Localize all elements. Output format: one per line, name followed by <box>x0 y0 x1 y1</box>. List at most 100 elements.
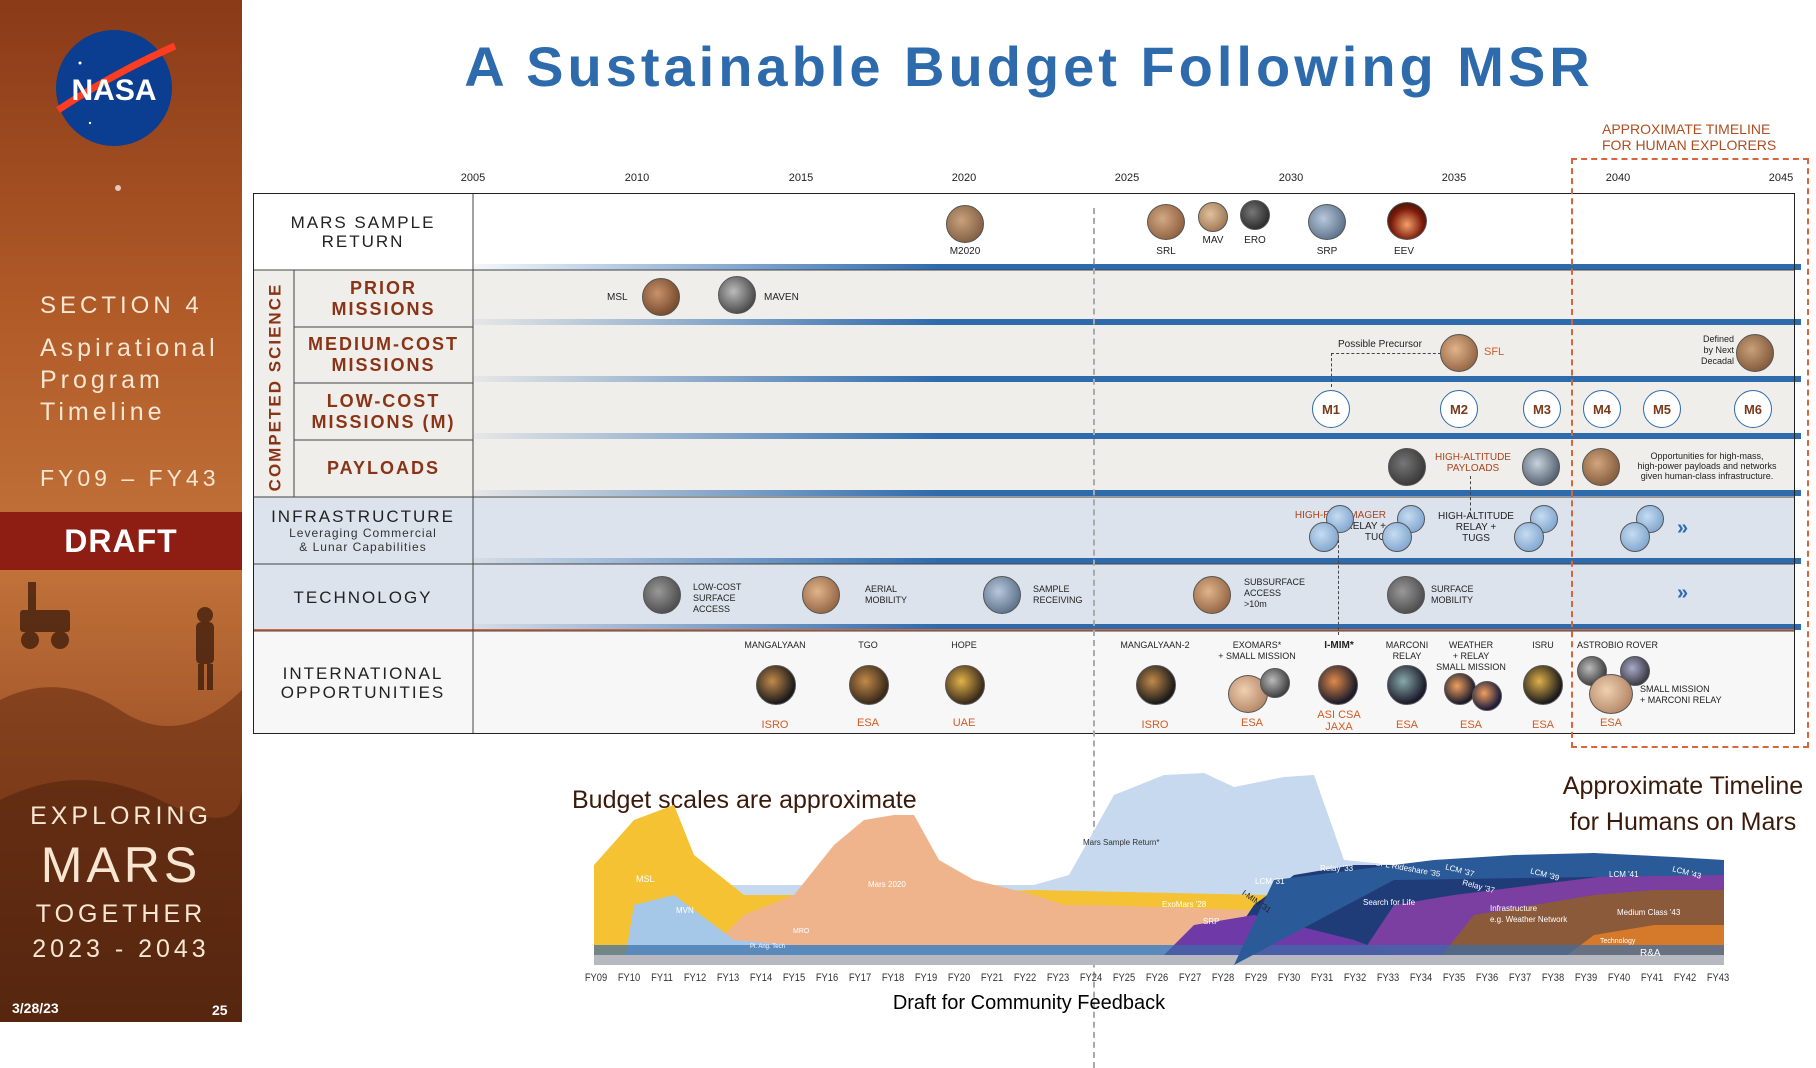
area-label: LCM '31 <box>1255 877 1285 886</box>
area-label: Search for Life <box>1363 898 1416 907</box>
timeline-bar <box>473 433 1801 439</box>
budget-area-chart <box>594 773 1724 965</box>
mission-caption: SRL <box>1156 246 1176 257</box>
timeline-bar <box>473 490 1801 496</box>
caption-line: + RELAY <box>1452 651 1490 661</box>
caption-line: HIGH-ALTITUDE <box>1435 452 1511 463</box>
caption-line: ASI CSA <box>1317 709 1361 721</box>
area-label: e.g. Weather Network <box>1490 915 1568 924</box>
defined-by-decadal: Defined by Next Decadal <box>1678 334 1734 367</box>
fy-label: FY43 <box>1706 972 1730 984</box>
section-divider <box>253 629 1795 631</box>
label-prior: PRIOR MISSIONS <box>294 270 473 327</box>
continues-chevron-icon: » <box>1677 517 1689 539</box>
small-mission-caption: SMALL MISSION + MARCONI RELAY <box>1640 684 1722 706</box>
label-sub: & Lunar Capabilities <box>299 540 427 554</box>
fy-label: FY35 <box>1442 972 1466 984</box>
label-medium: MEDIUM-COST MISSIONS <box>294 327 473 383</box>
fy-label: FY25 <box>1112 972 1136 984</box>
year-tick: 2045 <box>1768 172 1794 184</box>
area-label: Medium Class '43 <box>1617 908 1681 917</box>
helicopter-icon <box>802 576 840 614</box>
timeline-bar <box>473 264 1801 270</box>
precursor-link <box>1331 353 1441 354</box>
timeline-frame <box>253 193 1795 734</box>
year-tick: 2010 <box>624 172 650 184</box>
caption-line: RELAY + <box>1345 521 1387 532</box>
area-label: Technology <box>1600 938 1636 945</box>
fy-label: FY30 <box>1277 972 1301 984</box>
intl-org: ESA <box>1599 717 1623 729</box>
caption-line: WEATHER <box>1448 640 1494 650</box>
caption-line: >10m <box>1244 599 1267 609</box>
slide-date: 3/28/23 <box>12 1000 59 1016</box>
tech-caption: LOW-COST SURFACE ACCESS <box>693 582 741 615</box>
fy-label: FY39 <box>1574 972 1598 984</box>
caption-line: RELAY + <box>1455 522 1497 533</box>
high-altitude-payloads: HIGH-ALTITUDE PAYLOADS <box>1435 452 1511 474</box>
intl-mission-name: TGO <box>858 640 878 650</box>
tug-icon <box>1382 522 1412 552</box>
caption-line: Opportunities for high-mass, <box>1650 451 1764 461</box>
fy-label: FY18 <box>881 972 905 984</box>
precursor-link <box>1331 353 1332 387</box>
caption-line: SUBSURFACE <box>1244 577 1306 587</box>
fy-label: FY23 <box>1046 972 1070 984</box>
label-line: TECHNOLOGY <box>293 588 433 607</box>
nasa-wordmark: NASA <box>71 74 156 107</box>
fy-label: FY37 <box>1508 972 1532 984</box>
fy-label: FY24 <box>1079 972 1103 984</box>
caption-line: by Next <box>1703 345 1734 355</box>
note-line: for Humans on Mars <box>1569 808 1797 836</box>
label-line: MEDIUM-COST <box>308 334 459 354</box>
intl-mission-name: I-MIM* <box>1324 640 1354 651</box>
page-number: 25 <box>212 1002 228 1018</box>
payload-lander-icon <box>1582 448 1620 486</box>
caption-line: SURFACE <box>1431 584 1474 594</box>
intl-org: ISRO <box>1141 719 1169 731</box>
caption-line: high-power payloads and networks <box>1637 461 1777 471</box>
row-technology <box>253 564 1795 631</box>
year-tick: 2005 <box>460 172 486 184</box>
mav-rocket-icon <box>1198 202 1228 232</box>
intl-org: ESA <box>856 717 880 729</box>
fy-label: FY26 <box>1145 972 1169 984</box>
subtitle-line: Timeline <box>40 398 166 426</box>
mission-caption: SRP <box>1316 246 1338 257</box>
sidebar: NASA SECTION 4 Aspirational Program Time… <box>0 0 242 1022</box>
area-label: SRP <box>1203 917 1220 926</box>
year-tick: 2035 <box>1441 172 1467 184</box>
label-line: OPPORTUNITIES <box>280 682 446 702</box>
row-medium <box>253 327 1795 383</box>
area-label: Pl. Ang. Tech <box>750 944 785 950</box>
note-line: APPROXIMATE TIMELINE <box>1602 121 1771 137</box>
caption-line: SAMPLE <box>1033 584 1070 594</box>
label-msr: MARS SAMPLE RETURN <box>253 193 473 270</box>
caption-line: TUGS <box>1462 533 1490 544</box>
payload-aircraft-icon <box>1522 448 1560 486</box>
section-label: SECTION 4 <box>40 292 203 319</box>
fy-label: FY38 <box>1541 972 1565 984</box>
caption-line: TUG <box>1364 532 1386 543</box>
sample-receiving-icon <box>983 576 1021 614</box>
marconi-relay-icon <box>1387 665 1427 705</box>
intl-mission-name: ASTROBIO ROVER <box>1577 640 1659 650</box>
caption-line: + MARCONI RELAY <box>1640 695 1722 705</box>
fy-label: FY32 <box>1343 972 1367 984</box>
fy-label: FY21 <box>980 972 1004 984</box>
sfl-caption: SFL <box>1484 346 1505 358</box>
tech-caption: SURFACE MOBILITY <box>1431 584 1474 606</box>
caption-line: Defined <box>1702 334 1734 344</box>
timeline-bar <box>473 376 1801 382</box>
label-line: RETURN <box>321 231 405 251</box>
tug-icon <box>1514 522 1544 552</box>
mission-caption: EEV <box>1393 246 1415 257</box>
label-line: MARS SAMPLE <box>290 212 436 232</box>
area-label: ExoMars '28 <box>1162 900 1207 909</box>
note-line: Approximate Timeline <box>1562 772 1804 800</box>
year-tick: 2030 <box>1278 172 1304 184</box>
area-lcm-band <box>1234 853 1724 965</box>
together-text: TOGETHER <box>35 900 207 928</box>
timeline-bar <box>473 319 1801 325</box>
budget-scale-note: Budget scales are approximate <box>572 786 917 814</box>
